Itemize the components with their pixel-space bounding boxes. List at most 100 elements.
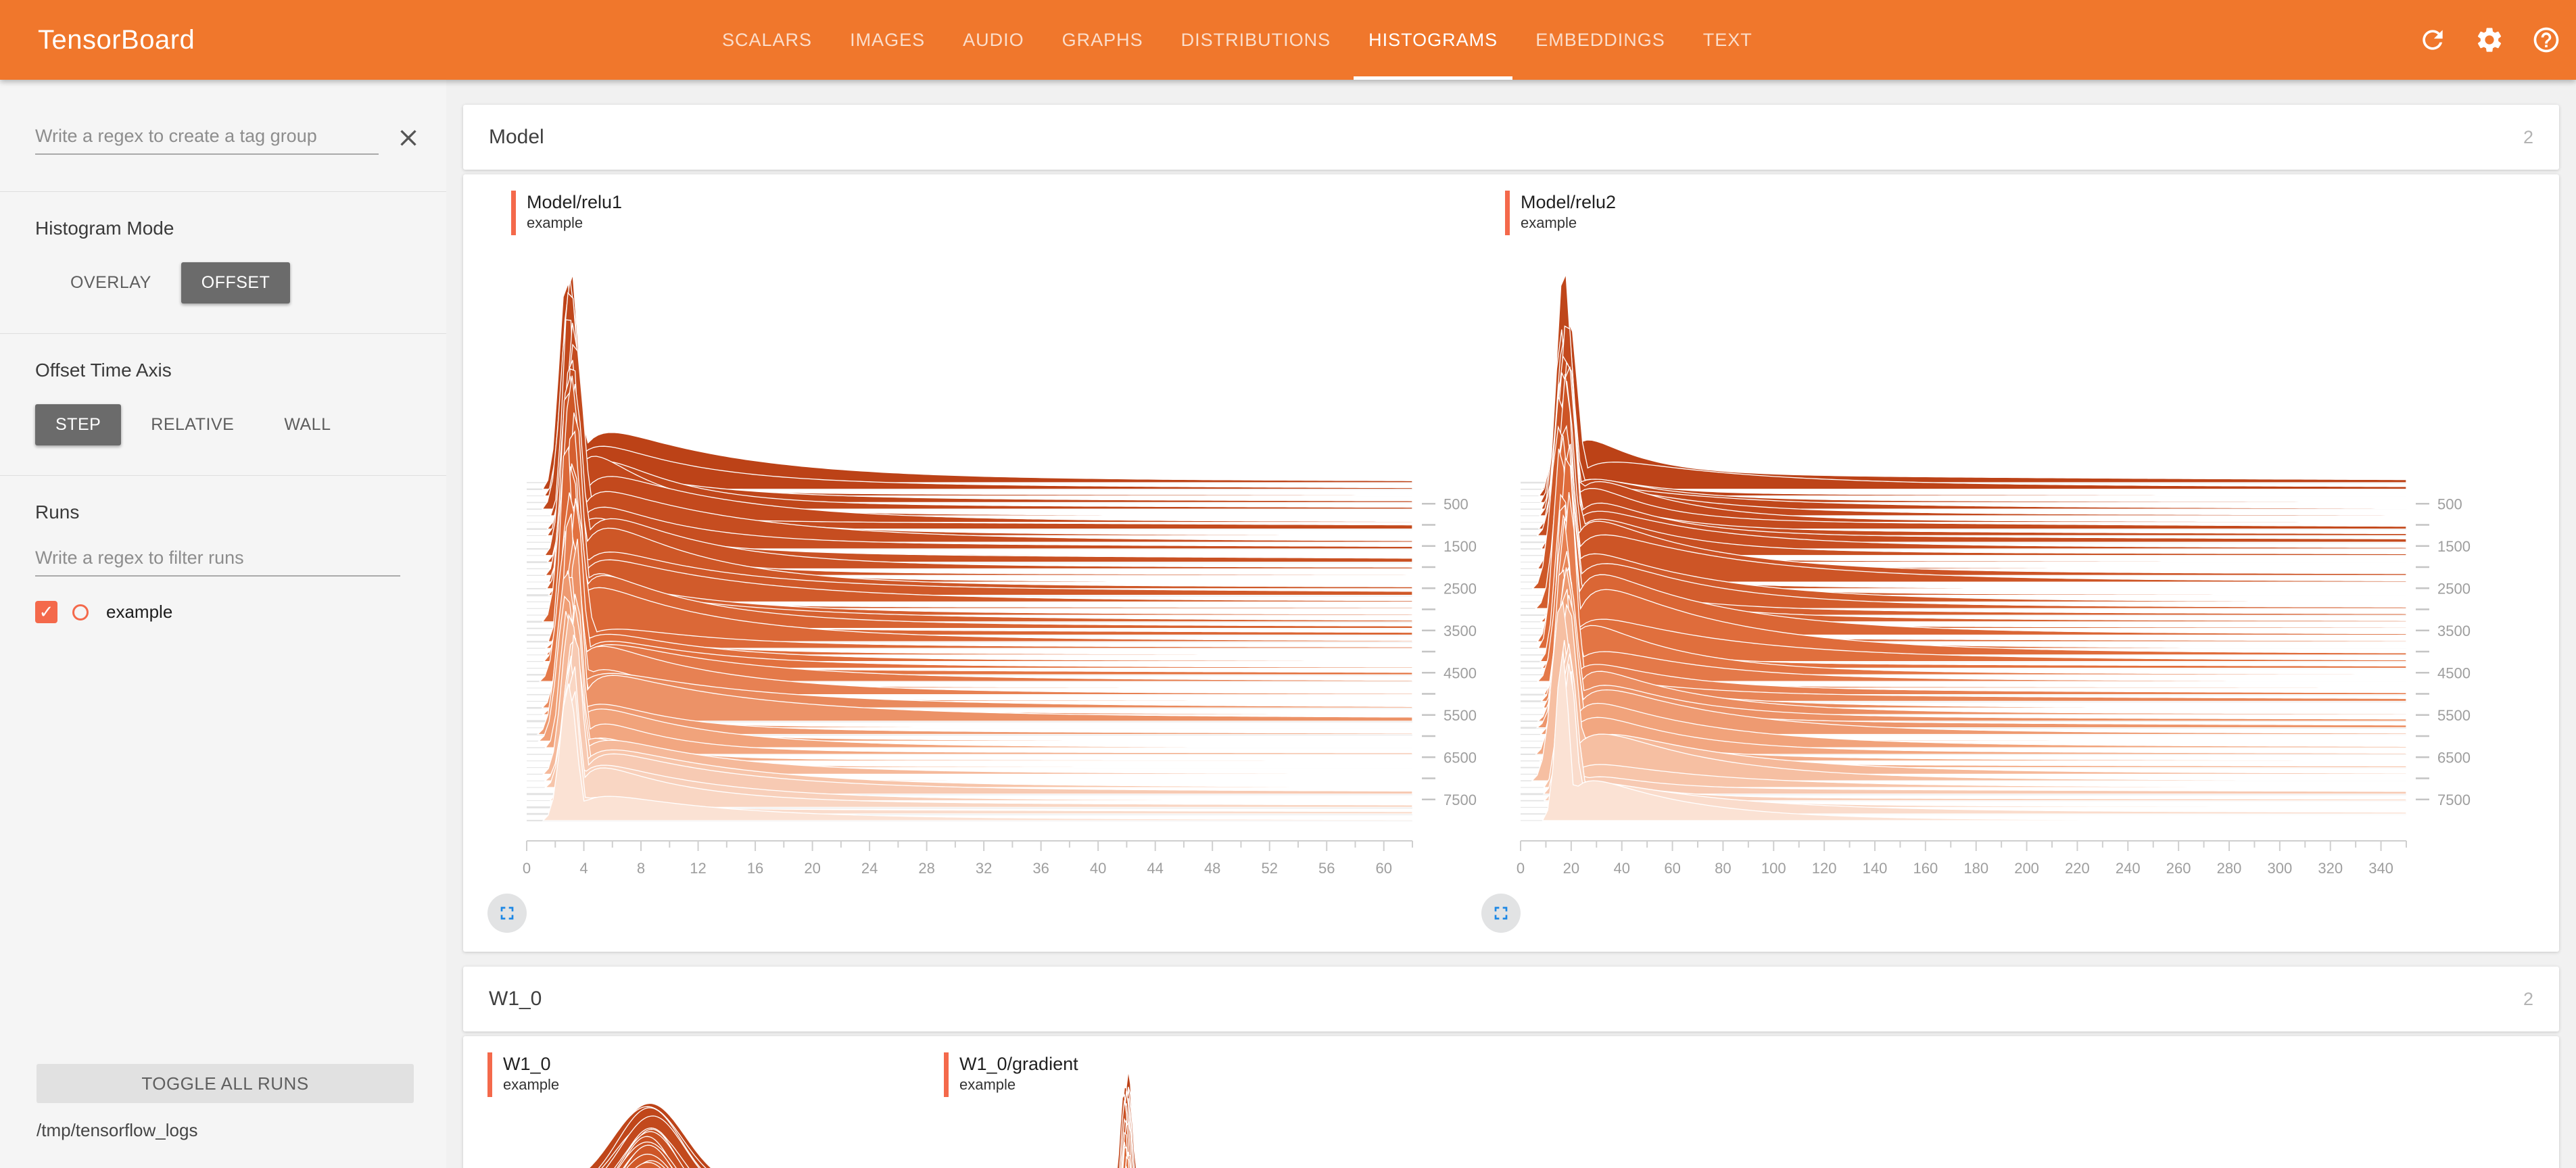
svg-text:44: 44: [1147, 860, 1163, 877]
tab-label: EMBEDDINGS: [1535, 29, 1665, 50]
chart-cell-model_relu2: Model/relu2 example 0 20 40 60 80 100 120 140 160 1…: [1481, 191, 2475, 933]
refresh-icon[interactable]: [2418, 25, 2448, 55]
divider: [0, 333, 446, 334]
option-overlay-button[interactable]: OVERLAY: [70, 273, 151, 292]
tab-images[interactable]: IMAGES: [831, 0, 944, 80]
option-step-button[interactable]: STEP: [35, 404, 122, 445]
settings-gear-icon[interactable]: [2475, 25, 2504, 55]
toggle-all-runs-button[interactable]: TOGGLE ALL RUNS: [37, 1064, 414, 1103]
svg-text:4500: 4500: [2437, 664, 2471, 681]
help-icon[interactable]: [2531, 25, 2561, 55]
tab-label: TEXT: [1702, 29, 1752, 50]
tab-graphs[interactable]: GRAPHS: [1043, 0, 1162, 80]
chart-title: Model/relu2: [1521, 192, 1617, 212]
histogram-svg-w1_0_gradient: [1116, 1070, 1138, 1168]
svg-text:20: 20: [1563, 860, 1579, 877]
svg-text:12: 12: [690, 860, 706, 877]
svg-text:60: 60: [1664, 860, 1680, 877]
svg-text:40: 40: [1090, 860, 1106, 877]
svg-text:3500: 3500: [1444, 623, 1477, 639]
chart-run-label: example: [959, 1076, 1016, 1093]
svg-text:48: 48: [1204, 860, 1220, 877]
close-icon[interactable]: [395, 124, 422, 151]
chart-plot-model_relu1[interactable]: 0 4 8 12 16 20 24 28 32 36 40 44 48 52 56 60 500 1500 2500…: [523, 260, 1481, 883]
svg-text:60: 60: [1375, 860, 1391, 877]
fullscreen-expand-icon[interactable]: [487, 894, 527, 933]
option-offset-button[interactable]: OFFSET: [181, 262, 291, 303]
chart-cell-w1_0_gradient: W1_0/gradient example: [944, 1052, 1400, 1168]
svg-text:3500: 3500: [2437, 623, 2471, 639]
svg-text:240: 240: [2116, 860, 2141, 877]
svg-text:5500: 5500: [1444, 707, 1477, 724]
tab-text[interactable]: TEXT: [1684, 0, 1771, 80]
svg-text:6500: 6500: [1444, 749, 1477, 766]
tab-label: GRAPHS: [1062, 29, 1143, 50]
svg-text:260: 260: [2166, 860, 2191, 877]
app-title: TensorBoard: [38, 24, 195, 55]
section-card-model: Model/relu1 example 0 4 8 12 16 20 24 28 32 36 40 44 4…: [463, 174, 2559, 952]
svg-text:160: 160: [1913, 860, 1938, 877]
svg-text:280: 280: [2217, 860, 2242, 877]
section-title: Model: [489, 126, 544, 148]
histogram-mode-options: OVERLAY OFFSET: [35, 262, 422, 303]
runs-label: Runs: [35, 502, 80, 522]
tab-scalars[interactable]: SCALARS: [703, 0, 831, 80]
chart-plot-model_relu2[interactable]: 0 20 40 60 80 100 120 140 160 180 200 220 240 260 280 3…: [1517, 260, 2475, 883]
chart-title: W1_0: [503, 1054, 551, 1074]
tab-label: HISTOGRAMS: [1368, 29, 1498, 50]
chart-title-block: Model/relu1 example: [511, 191, 1481, 235]
sidebar: Histogram Mode OVERLAY OFFSET Offset Time…: [0, 80, 446, 1168]
svg-text:4: 4: [579, 860, 588, 877]
tab-embeddings[interactable]: EMBEDDINGS: [1517, 0, 1684, 80]
svg-text:56: 56: [1318, 860, 1335, 877]
tab-distributions[interactable]: DISTRIBUTIONS: [1162, 0, 1350, 80]
svg-text:6500: 6500: [2437, 749, 2471, 766]
svg-text:200: 200: [2014, 860, 2039, 877]
chart-plot-w1_0_gradient[interactable]: [978, 1070, 1400, 1168]
svg-text:2500: 2500: [1444, 580, 1477, 597]
chart-actions: [1481, 894, 2475, 933]
svg-text:24: 24: [861, 860, 878, 877]
tab-audio[interactable]: AUDIO: [944, 0, 1043, 80]
main-content: Model 2 Model/relu1 example 0 4 8 12 16 20 24 28 32 3…: [446, 80, 2576, 1168]
section-count-badge: 2: [2523, 126, 2533, 147]
svg-text:1500: 1500: [1444, 538, 1477, 555]
chart-plot-w1_0[interactable]: [515, 1102, 944, 1168]
offset-time-axis-options: STEP RELATIVE WALL: [35, 404, 422, 445]
svg-text:140: 140: [1863, 860, 1888, 877]
histogram-svg-w1_0: [588, 1102, 712, 1168]
svg-text:8: 8: [637, 860, 645, 877]
svg-text:500: 500: [1444, 495, 1469, 512]
option-relative-button[interactable]: RELATIVE: [151, 415, 235, 434]
tab-histograms[interactable]: HISTOGRAMS: [1350, 0, 1517, 80]
svg-text:16: 16: [747, 860, 763, 877]
svg-text:7500: 7500: [2437, 792, 2471, 808]
tab-label: DISTRIBUTIONS: [1180, 29, 1331, 50]
nav-tabs: SCALARS IMAGES AUDIO GRAPHS DISTRIBUTIONS HIS…: [703, 0, 1771, 80]
fullscreen-expand-icon[interactable]: [1481, 894, 1521, 933]
histogram-mode-label: Histogram Mode: [35, 218, 174, 239]
svg-text:80: 80: [1715, 860, 1731, 877]
svg-text:100: 100: [1761, 860, 1786, 877]
svg-text:120: 120: [1812, 860, 1837, 877]
svg-text:180: 180: [1963, 860, 1988, 877]
svg-text:5500: 5500: [2437, 707, 2471, 724]
run-color-circle[interactable]: [72, 604, 89, 620]
chart-title-block: W1_0 example: [487, 1052, 944, 1097]
divider: [0, 475, 446, 476]
run-checkbox[interactable]: ✓: [35, 601, 57, 623]
runs-list: ✓ example: [35, 601, 422, 623]
tab-label: AUDIO: [963, 29, 1024, 50]
chart-actions: [487, 894, 1481, 933]
active-tab-underline: [1354, 76, 1513, 80]
chart-title-block: Model/relu2 example: [1505, 191, 2475, 235]
option-wall-button[interactable]: WALL: [284, 415, 331, 434]
svg-text:500: 500: [2437, 495, 2462, 512]
tag-group-regex-input[interactable]: [35, 120, 379, 155]
tab-label: IMAGES: [850, 29, 926, 50]
section-header-w1_0[interactable]: W1_0 2: [463, 967, 2559, 1031]
svg-text:32: 32: [976, 860, 992, 877]
runs-filter-input[interactable]: [35, 542, 400, 577]
section-header-model[interactable]: Model 2: [463, 105, 2559, 170]
divider: [0, 191, 446, 192]
